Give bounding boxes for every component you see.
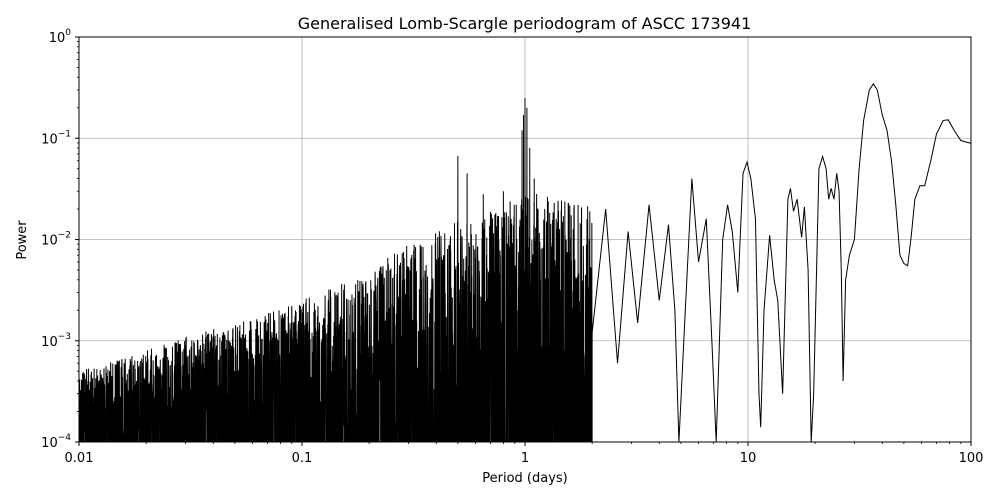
y-tick-label: 100 xyxy=(49,28,72,46)
x-axis: 0.01 0.1 1 10 100 xyxy=(65,442,984,466)
x-tick-label: 100 xyxy=(959,451,984,466)
x-tick-label: 10 xyxy=(740,451,757,466)
x-tick-label: 0.01 xyxy=(65,451,94,466)
x-tick-label: 0.1 xyxy=(292,451,313,466)
periodogram-line xyxy=(79,82,971,442)
y-tick-label: 10−3 xyxy=(41,332,71,350)
y-tick-label: 10−4 xyxy=(41,433,71,451)
x-axis-label: Period (days) xyxy=(482,471,568,486)
y-axis-label: Power xyxy=(15,220,30,260)
y-tick-label: 10−2 xyxy=(41,231,71,249)
y-tick-label: 10−1 xyxy=(41,129,71,147)
y-axis: 10−4 10−3 10−2 10−1 100 xyxy=(41,28,79,451)
series-layer xyxy=(79,82,971,442)
chart-title: Generalised Lomb-Scargle periodogram of … xyxy=(298,14,752,33)
x-tick-label: 1 xyxy=(521,451,529,466)
